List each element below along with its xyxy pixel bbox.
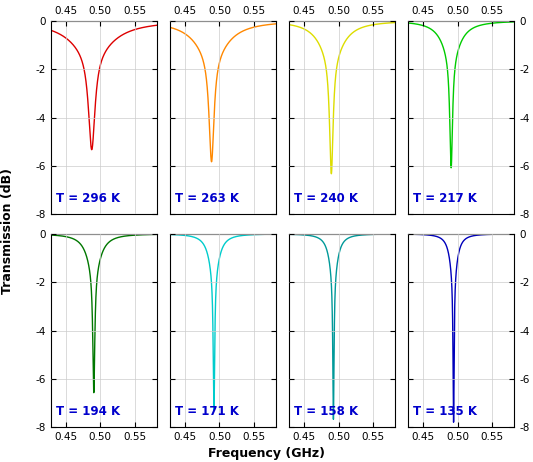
Text: T = 135 K: T = 135 K bbox=[413, 405, 478, 418]
Text: T = 158 K: T = 158 K bbox=[294, 405, 358, 418]
Text: T = 296 K: T = 296 K bbox=[56, 192, 120, 205]
Text: T = 171 K: T = 171 K bbox=[175, 405, 239, 418]
Text: T = 263 K: T = 263 K bbox=[175, 192, 239, 205]
Text: T = 217 K: T = 217 K bbox=[413, 192, 477, 205]
Text: T = 240 K: T = 240 K bbox=[294, 192, 358, 205]
Text: Transmission (dB): Transmission (dB) bbox=[2, 168, 14, 294]
Text: T = 194 K: T = 194 K bbox=[56, 405, 120, 418]
Text: Frequency (GHz): Frequency (GHz) bbox=[208, 447, 325, 460]
